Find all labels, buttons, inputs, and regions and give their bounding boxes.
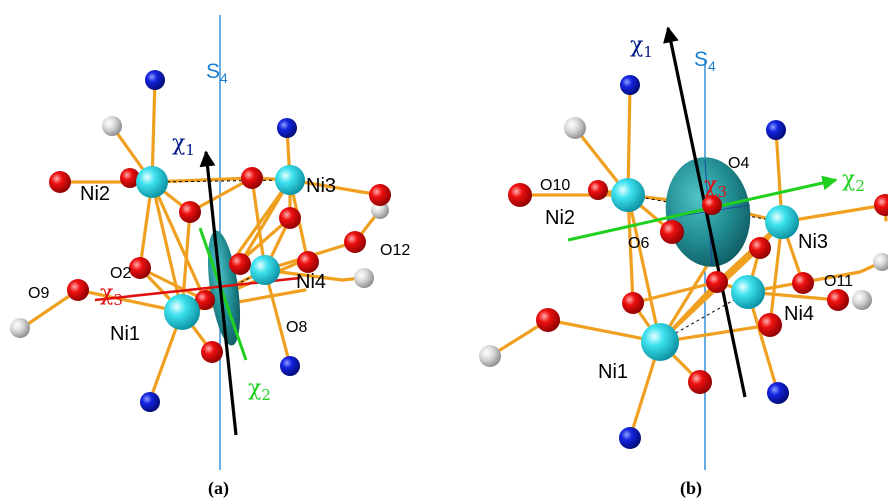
hydrogen-atoms: [479, 117, 888, 367]
oxygen-atoms: [49, 167, 391, 363]
chi2-axis-line: [567, 175, 838, 242]
atom-label-ni4: Ni4: [784, 303, 814, 325]
nickel-atoms: [136, 165, 305, 330]
s4-axis-label: S4: [206, 60, 228, 86]
atom-label-ni1: Ni1: [598, 361, 628, 383]
atom-label-ni1: Ni1: [110, 323, 140, 345]
chi3-label: χ3: [704, 173, 727, 201]
ni-ni-dashed: [154, 179, 291, 183]
atom-label-ni4: Ni4: [296, 271, 326, 293]
nitrogen-atoms: [619, 75, 789, 449]
chi2-label: χ2: [248, 376, 271, 404]
atom-label-ni3: Ni3: [306, 175, 336, 197]
atom-label-o2: O2: [110, 265, 131, 282]
atom-label-o11: O11: [824, 273, 853, 290]
panel-b-caption: (b): [680, 478, 702, 499]
chi2-label: χ2: [842, 167, 865, 195]
atom-label-o6: O6: [628, 235, 649, 252]
chi2-axis-line: [198, 227, 248, 361]
hydrogen-atoms: [10, 116, 389, 338]
s4-axis-label: S4: [694, 48, 716, 74]
panel-a-caption: (a): [208, 478, 229, 499]
atom-label-o9: O9: [28, 285, 49, 302]
atom-label-o12: O12: [380, 242, 410, 259]
atom-label-ni3: Ni3: [798, 231, 828, 253]
atom-label-o10: O10: [540, 177, 570, 194]
atom-label-ni2: Ni2: [80, 183, 110, 205]
oxygen-atoms: [508, 180, 888, 394]
atom-label-ni2: Ni2: [545, 207, 575, 229]
chi1-label: χ1: [172, 131, 195, 159]
atom-label-o8: O8: [286, 319, 307, 336]
chi1-label: χ1: [630, 33, 653, 61]
panel-a: S4 χ1 χ2 χ3 Ni2 Ni3 Ni4 Ni1 O2 O8 O9 O12…: [10, 15, 410, 499]
atom-label-o4: O4: [728, 155, 749, 172]
chi1-axis-line: [199, 150, 238, 436]
panel-b: S4 χ1 χ2 χ3 Ni2 Ni3 Ni4 Ni1 O10 O4 O6 O1…: [479, 26, 888, 499]
nitrogen-atoms: [140, 70, 300, 412]
nickel-atoms: [611, 178, 799, 361]
chi3-label: χ3: [100, 281, 123, 309]
